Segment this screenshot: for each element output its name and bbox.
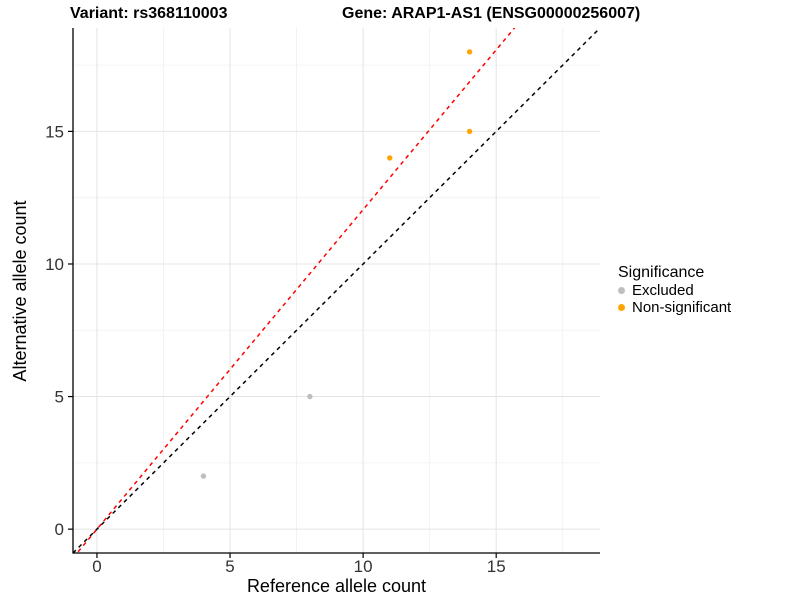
legend: Significance Excluded Non-significant [618,263,731,316]
data-point-excluded [307,393,313,400]
variant-title: Variant: rs368110003 [70,5,228,22]
data-point-non-significant [466,49,473,55]
legend-title: Significance [618,264,705,281]
x-tick-label: 15 [487,557,506,576]
legend-item-label: Excluded [632,282,694,299]
legend-item-excluded: Excluded [618,282,731,299]
data-point-non-significant [466,128,473,135]
legend-key-dot [618,287,625,294]
x-tick-label: 0 [92,557,101,576]
fitted-ratio-line [76,28,516,553]
x-tick-label: 10 [354,557,373,576]
y-tick-label: 0 [55,520,64,539]
y-tick-label: 15 [45,122,64,141]
legend-items: Excluded Non-significant [618,282,731,316]
y-tick-label: 10 [45,255,64,274]
data-point-non-significant [387,155,393,161]
legend-key-dot [618,304,625,311]
y-axis-title: Alternative allele count [10,200,30,382]
legend-item-non-significant: Non-significant [618,299,731,316]
y-tick-label: 5 [55,388,64,407]
x-axis-title: Reference allele count [246,576,427,596]
data-point-excluded [200,473,207,479]
x-tick-label: 5 [225,557,234,576]
legend-item-label: Non-significant [632,299,732,316]
gene-title: Gene: ARAP1-AS1 (ENSG00000256007) [342,5,641,22]
identity-line [73,28,600,553]
